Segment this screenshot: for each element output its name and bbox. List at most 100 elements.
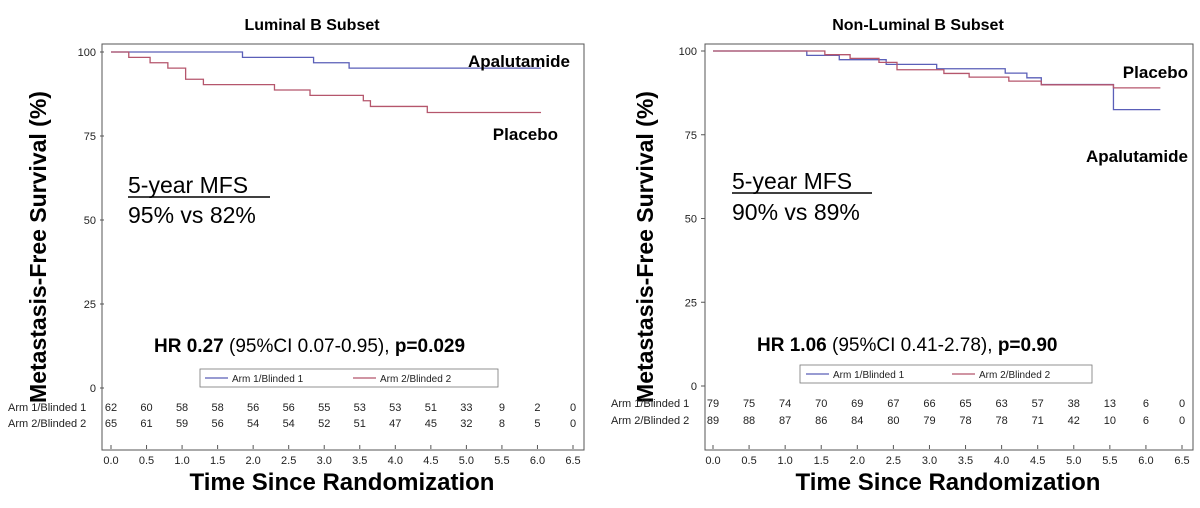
x-tick-label: 4.0 [994, 455, 1009, 467]
hr-label: HR [154, 336, 182, 357]
risk-count-arm1: 62 [105, 402, 117, 414]
risk-count-arm1: 2 [534, 402, 540, 414]
risk-count-arm1: 75 [743, 398, 755, 410]
y-axis-label: Metastasis-Free Survival (%) [632, 91, 658, 403]
hr-statement: HR 0.27 (95%CI 0.07-0.95), p=0.029 [154, 336, 465, 357]
x-tick-label: 3.5 [352, 455, 367, 467]
risk-count-arm1: 0 [1179, 398, 1185, 410]
panel-non-luminal-b: Non-Luminal B Subset Metastasis-Free Sur… [611, 17, 1194, 496]
x-tick-label: 0.5 [139, 455, 154, 467]
curve-label-placebo: Placebo [1123, 63, 1188, 82]
mfs-value: 95% vs 82% [128, 202, 256, 228]
risk-count-arm1: 9 [499, 402, 505, 414]
risk-count-arm2: 10 [1104, 415, 1116, 427]
y-tick-label: 75 [685, 130, 697, 142]
risk-count-arm2: 52 [318, 418, 330, 430]
hr-value: 1.06 [790, 335, 827, 356]
x-tick-label: 2.0 [246, 455, 261, 467]
x-tick-label: 6.0 [1138, 455, 1153, 467]
x-tick-label: 5.5 [494, 455, 509, 467]
mfs-title: 5-year MFS [732, 168, 852, 194]
risk-count-arm1: 60 [140, 402, 152, 414]
x-axis-label: Time Since Randomization [190, 469, 495, 496]
x-tick-label: 4.5 [423, 455, 438, 467]
x-tick-label: 6.0 [530, 455, 545, 467]
y-tick-label: 75 [84, 131, 96, 143]
risk-count-arm2: 6 [1143, 415, 1149, 427]
risk-count-arm2: 61 [140, 418, 152, 430]
risk-count-arm1: 56 [283, 402, 295, 414]
mfs-title: 5-year MFS [128, 172, 248, 198]
risk-count-arm2: 51 [354, 418, 366, 430]
panel-luminal-b: Luminal B Subset Metastasis-Free Surviva… [8, 17, 585, 496]
risk-label-arm1: Arm 1/Blinded 1 [611, 398, 689, 410]
x-axis: 0.0 0.5 1.0 1.5 2.0 2.5 3.0 3.5 4.0 4.5 5.0 5.5 6.0 6… [705, 445, 1190, 467]
x-tick-label: 1.0 [778, 455, 793, 467]
risk-count-arm1: 51 [425, 402, 437, 414]
risk-count-arm2: 8 [499, 418, 505, 430]
risk-count-arm2: 71 [1032, 415, 1044, 427]
legend-arm2: Arm 2/Blinded 2 [380, 374, 452, 385]
risk-count-arm1: 38 [1068, 398, 1080, 410]
x-tick-label: 6.5 [1174, 455, 1189, 467]
y-tick-label: 100 [679, 46, 697, 58]
x-tick-label: 3.5 [958, 455, 973, 467]
x-tick-label: 4.5 [1030, 455, 1045, 467]
risk-count-arm2: 59 [176, 418, 188, 430]
x-tick-label: 2.0 [850, 455, 865, 467]
risk-label-arm2: Arm 2/Blinded 2 [611, 415, 689, 427]
risk-count-arm2: 78 [995, 415, 1007, 427]
x-tick-label: 5.0 [1066, 455, 1081, 467]
risk-label-arm2: Arm 2/Blinded 2 [8, 418, 86, 430]
x-tick-label: 0.0 [103, 455, 118, 467]
risk-count-arm2: 0 [570, 418, 576, 430]
risk-count-arm2: 5 [534, 418, 540, 430]
risk-count-arm2: 79 [923, 415, 935, 427]
hr-value: 0.27 [187, 336, 224, 357]
risk-count-arm2: 56 [211, 418, 223, 430]
x-tick-label: 3.0 [317, 455, 332, 467]
risk-count-arm1: 67 [887, 398, 899, 410]
risk-count-arm2: 54 [247, 418, 259, 430]
x-tick-label: 6.5 [565, 455, 580, 467]
x-tick-label: 1.5 [210, 455, 225, 467]
y-tick-label: 50 [685, 214, 697, 226]
risk-count-arm1: 66 [923, 398, 935, 410]
risk-count-arm2: 78 [959, 415, 971, 427]
risk-count-arm2: 84 [851, 415, 863, 427]
risk-count-arm2: 86 [815, 415, 827, 427]
risk-count-arm1: 55 [318, 402, 330, 414]
y-tick-label: 25 [685, 297, 697, 309]
survival-curve-arm1 [713, 50, 1161, 111]
x-tick-label: 0.0 [705, 455, 720, 467]
risk-table: 62 60 58 58 56 56 55 53 53 51 33 9 2 065 61 59 56 54 54 52 5… [105, 402, 576, 430]
hr-statement: HR 1.06 (95%CI 0.41-2.78), p=0.90 [757, 335, 1058, 356]
risk-table: 79 75 74 70 69 67 66 65 63 57 38 13 6 0 89 88 87 86 84 80 79… [707, 398, 1185, 427]
risk-count-arm2: 0 [1179, 415, 1185, 427]
curve-label-apalutamide: Apalutamide [1086, 147, 1188, 166]
plot-frame [704, 43, 1194, 451]
hr-ci: (95%CI 0.07-0.95), [229, 336, 390, 357]
risk-count-arm1: 70 [815, 398, 827, 410]
legend-arm1: Arm 1/Blinded 1 [833, 370, 905, 381]
risk-count-arm1: 56 [247, 402, 259, 414]
x-tick-label: 0.5 [741, 455, 756, 467]
panel-title: Non-Luminal B Subset [832, 17, 1004, 34]
x-tick-label: 2.5 [281, 455, 296, 467]
y-tick-label: 25 [84, 299, 96, 311]
risk-count-arm2: 47 [389, 418, 401, 430]
risk-count-arm1: 58 [176, 402, 188, 414]
risk-count-arm1: 0 [570, 402, 576, 414]
curve-label-apalutamide: Apalutamide [468, 52, 570, 71]
y-tick-label: 0 [90, 383, 96, 395]
risk-count-arm1: 63 [995, 398, 1007, 410]
risk-count-arm1: 13 [1104, 398, 1116, 410]
risk-count-arm1: 57 [1032, 398, 1044, 410]
risk-count-arm2: 88 [743, 415, 755, 427]
risk-count-arm1: 79 [707, 398, 719, 410]
survival-curve-arm2 [111, 51, 542, 114]
risk-count-arm1: 53 [389, 402, 401, 414]
risk-count-arm2: 80 [887, 415, 899, 427]
legend-box [799, 364, 1093, 384]
y-tick-label: 0 [691, 381, 697, 393]
